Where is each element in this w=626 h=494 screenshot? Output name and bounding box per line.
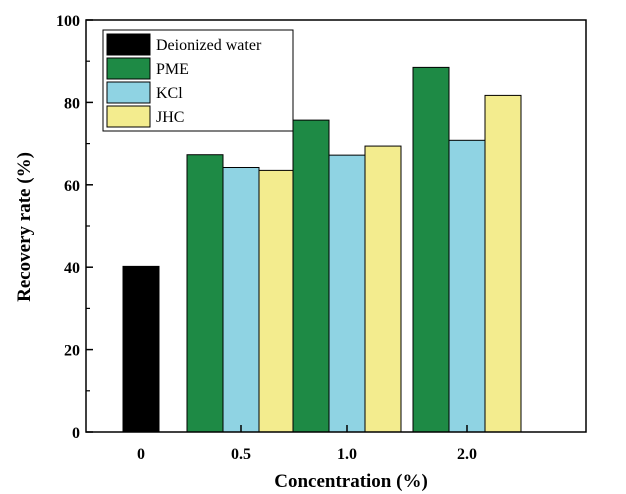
- legend-swatch: [106, 81, 151, 104]
- x-axis-ticks: 0 0.5 1.0 2.0: [137, 425, 477, 463]
- bar-jhc-0.5: [258, 169, 296, 433]
- legend-label: PME: [156, 61, 189, 78]
- x-tick-label: 2.0: [457, 446, 477, 463]
- y-tick-label: 20: [64, 343, 80, 360]
- legend-label: KCl: [156, 85, 183, 102]
- bars: [122, 66, 522, 433]
- bar-jhc-1.0: [364, 145, 402, 433]
- y-tick-label: 40: [64, 260, 80, 277]
- bar-kcl-1.0: [328, 154, 366, 433]
- bar-kcl-0.5: [222, 166, 260, 433]
- bar-kcl-2.0: [448, 139, 486, 433]
- y-tick-label: 80: [64, 95, 80, 112]
- y-axis-title: Recovery rate (%): [14, 152, 35, 302]
- y-tick-label: 0: [72, 425, 80, 442]
- legend-label: JHC: [156, 109, 184, 126]
- x-axis-title: Concentration (%): [274, 471, 428, 492]
- x-tick-label: 0: [137, 446, 145, 463]
- legend-swatch: [106, 105, 151, 128]
- y-axis-ticks: 0 20 40 60 80 100: [56, 13, 93, 442]
- bar-pme-1.0: [292, 119, 330, 433]
- x-tick-label: 1.0: [337, 446, 357, 463]
- y-tick-label: 60: [64, 178, 80, 195]
- bar-pme-0.5: [186, 154, 224, 433]
- x-tick-label: 0.5: [231, 446, 251, 463]
- legend-label: Deionized water: [156, 37, 262, 54]
- legend-swatch: [106, 33, 151, 56]
- y-tick-label: 100: [56, 13, 80, 30]
- bar-jhc-2.0: [484, 94, 522, 433]
- bar-pme-2.0: [412, 66, 450, 433]
- bar-deionized-water-0: [122, 265, 160, 433]
- legend-swatch: [106, 57, 151, 80]
- legend: Deionized water PME KCl JHC: [102, 29, 294, 132]
